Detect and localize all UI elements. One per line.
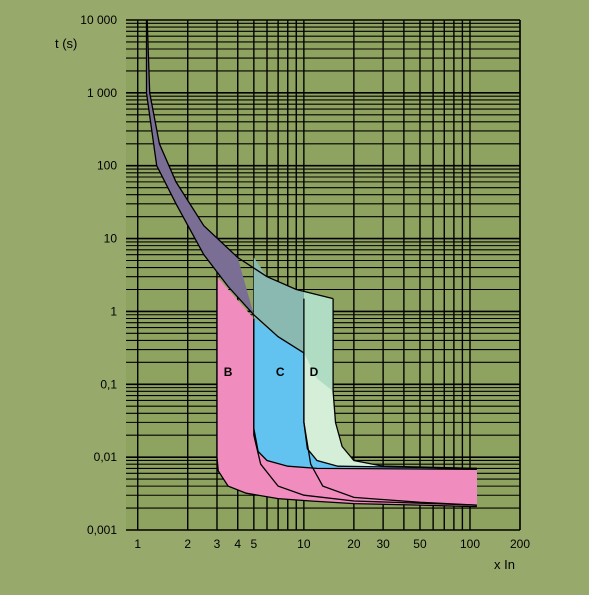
x-tick-label: 200 xyxy=(510,537,530,551)
x-tick-label: 2 xyxy=(184,537,191,551)
y-axis-label: t (s) xyxy=(55,36,77,51)
zone-B xyxy=(217,276,477,507)
series-label-C: C xyxy=(276,365,285,379)
y-tick-label: 0,001 xyxy=(87,523,117,537)
x-tick-label: 50 xyxy=(413,537,427,551)
y-tick-label: 1 000 xyxy=(87,86,117,100)
y-tick-label: 0,1 xyxy=(100,377,117,391)
series-label-D: D xyxy=(310,365,319,379)
curve-D-max xyxy=(332,298,477,470)
x-tick-label: 30 xyxy=(376,537,390,551)
x-tick-label: 10 xyxy=(297,537,311,551)
curve-D-min xyxy=(303,298,477,506)
x-tick-label: 3 xyxy=(214,537,221,551)
series-labels: B C D xyxy=(224,365,319,379)
tick-labels: 1 2 3 4 5 10 20 30 50 100 200 0,001 0,01 0,1 1 10 100 1 0… xyxy=(80,13,530,551)
y-tick-label: 1 xyxy=(110,304,117,318)
series-label-B: B xyxy=(224,365,233,379)
curve-C-min xyxy=(253,318,477,506)
x-tick-label: 4 xyxy=(234,537,241,551)
curve-B-min xyxy=(216,276,477,508)
y-tick-label: 10 000 xyxy=(80,13,117,27)
thermal-band xyxy=(146,20,254,315)
x-tick-label: 5 xyxy=(251,537,258,551)
zone-overlap-BC xyxy=(253,257,304,353)
x-tick-label: 1 xyxy=(134,537,141,551)
thermal-upper-curve xyxy=(146,19,334,300)
thermal-lower-curve xyxy=(145,20,305,354)
y-tick-label: 10 xyxy=(104,232,118,246)
zone-overlap-CD xyxy=(303,291,334,392)
curve-outlines xyxy=(145,19,477,508)
x-tick-label: 100 xyxy=(460,537,480,551)
x-tick-label: 20 xyxy=(347,537,361,551)
x-axis-label: x In xyxy=(494,557,515,572)
y-tick-label: 100 xyxy=(97,159,117,173)
y-tick-label: 0,01 xyxy=(94,450,118,464)
